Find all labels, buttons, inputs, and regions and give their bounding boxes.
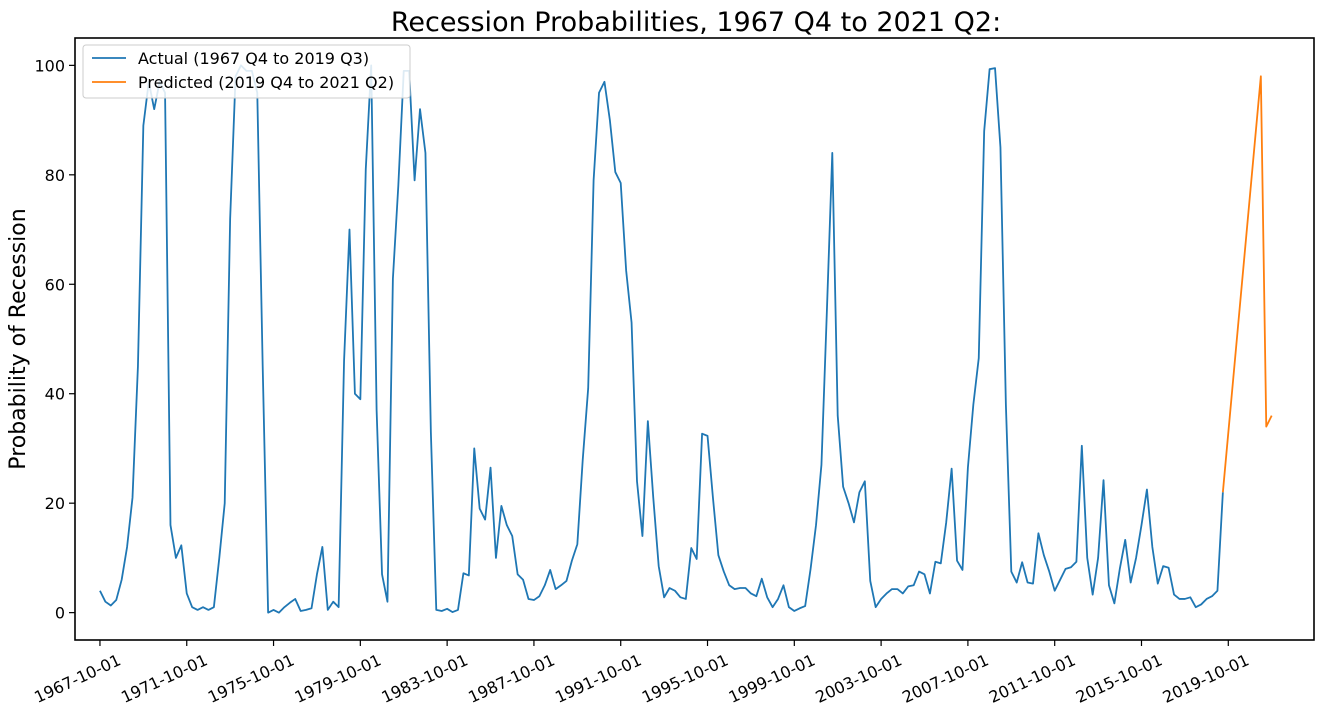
plot-frame (74, 37, 1315, 641)
x-tick-label: 1983-10-01 (379, 650, 471, 707)
chart-title: Recession Probabilities, 1967 Q4 to 2021… (391, 7, 1001, 38)
x-tick-label: 1987-10-01 (465, 650, 557, 707)
x-tick-label: 1995-10-01 (639, 650, 731, 707)
y-tick-label: 60 (45, 275, 65, 294)
x-tick-label: 1999-10-01 (726, 650, 818, 707)
x-tick-label: 2019-10-01 (1160, 650, 1252, 707)
y-tick-label: 40 (45, 385, 65, 404)
series-lines (99, 64, 1273, 614)
x-tick-label: 2011-10-01 (986, 650, 1078, 707)
x-tick-label: 1971-10-01 (118, 650, 210, 707)
legend-box (82, 44, 411, 99)
y-tick-label: 20 (45, 494, 65, 513)
legend: Actual (1967 Q4 to 2019 Q3) Predicted (20… (82, 44, 411, 99)
x-axis: 1967-10-011971-10-011975-10-011979-10-01… (31, 640, 1252, 707)
legend-label-1: Predicted (2019 Q4 to 2021 Q2) (138, 73, 394, 92)
x-tick-label: 2007-10-01 (899, 650, 991, 707)
x-tick-label: 1991-10-01 (552, 650, 644, 707)
x-tick-label: 2015-10-01 (1073, 650, 1165, 707)
y-axis-label: Probability of Recession (6, 208, 31, 469)
y-tick-label: 80 (45, 166, 65, 185)
x-tick-label: 2003-10-01 (812, 650, 904, 707)
plot-area (74, 37, 1315, 641)
y-tick-label: 0 (55, 604, 65, 623)
x-tick-label: 1967-10-01 (31, 650, 123, 707)
series-line-0 (99, 64, 1224, 614)
series-line-1 (1221, 75, 1273, 493)
y-axis: 0 20 40 60 80 100 (34, 56, 75, 623)
legend-label-0: Actual (1967 Q4 to 2019 Q3) (138, 49, 369, 68)
y-tick-label: 100 (34, 56, 65, 75)
x-tick-label: 1975-10-01 (205, 650, 297, 707)
x-tick-label: 1979-10-01 (292, 650, 384, 707)
